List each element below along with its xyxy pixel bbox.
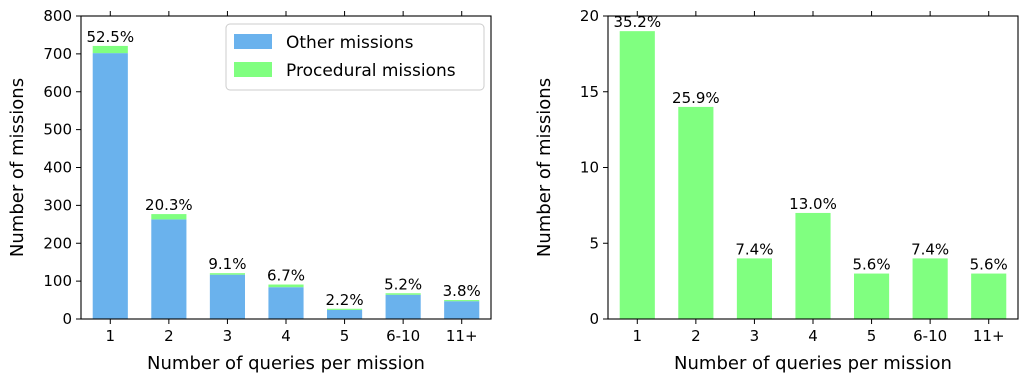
x-tick-label: 11+	[973, 327, 1005, 345]
data-label: 5.2%	[384, 275, 422, 293]
chart-1: 52.5% 20.3% 9.1% 6.7% 2.2% 5.2% 3.8% 1 2 3 4 5 6-10 1…	[7, 7, 492, 374]
y-tick-label: 100	[43, 272, 72, 290]
y-tick-label: 5	[589, 234, 599, 252]
y-tick-label: 800	[43, 7, 72, 25]
x-tick-label: 2	[164, 327, 174, 345]
bar-series-0-11+	[971, 273, 1007, 319]
x-tick-label: 3	[750, 327, 760, 345]
bar-procedural-missions-3	[209, 273, 245, 275]
legend-swatch	[234, 62, 272, 77]
y-tick-label: 15	[580, 83, 599, 101]
data-label: 9.1%	[208, 255, 246, 273]
data-label: 7.4%	[911, 240, 949, 258]
y-tick-label: 300	[43, 196, 72, 214]
legend-swatch	[234, 34, 272, 49]
bar-series-0-3	[736, 258, 772, 319]
bar-procedural-missions-6-10	[385, 293, 421, 295]
data-label: 25.9%	[672, 89, 720, 107]
y-tick-label: 10	[580, 159, 599, 177]
data-label: 2.2%	[326, 291, 364, 309]
data-label: 13.0%	[789, 195, 837, 213]
bar-series-0-2	[678, 106, 714, 320]
bar-other-missions-11+	[444, 301, 480, 319]
y-axis-label: Number of missions	[7, 78, 28, 257]
data-label: 35.2%	[613, 13, 661, 31]
bar-procedural-missions-11+	[444, 300, 480, 302]
y-tick-label: 500	[43, 121, 72, 139]
x-tick-label: 3	[223, 327, 233, 345]
bar-series-0-6-10	[912, 258, 948, 319]
y-tick-label: 0	[589, 310, 599, 328]
data-label: 5.6%	[853, 256, 891, 274]
bar-other-missions-2	[151, 219, 187, 319]
bar-other-missions-5	[327, 309, 363, 319]
bar-procedural-missions-4	[268, 284, 304, 288]
x-tick-label: 5	[340, 327, 350, 345]
y-tick-label: 400	[43, 159, 72, 177]
bar-other-missions-3	[209, 274, 245, 319]
y-tick-label: 600	[43, 83, 72, 101]
bar-series-0-5	[854, 273, 890, 319]
x-axis-label: Number of queries per mission	[674, 353, 952, 374]
x-tick-label: 6-10	[913, 327, 947, 345]
data-label: 7.4%	[735, 240, 773, 258]
y-tick-label: 700	[43, 45, 72, 63]
data-label: 5.6%	[970, 256, 1008, 274]
x-tick-label: 4	[281, 327, 291, 345]
bar-series-0-4	[795, 212, 831, 319]
x-axis-label: Number of queries per mission	[147, 353, 425, 374]
y-tick-label: 200	[43, 234, 72, 252]
y-axis-label: Number of missions	[534, 78, 555, 257]
x-tick-label: 5	[867, 327, 877, 345]
legend: Other missions Procedural missions	[225, 23, 485, 91]
x-tick-label: 1	[106, 327, 116, 345]
bar-procedural-missions-1	[92, 45, 128, 54]
x-tick-label: 2	[691, 327, 701, 345]
bar-procedural-missions-2	[151, 214, 187, 220]
data-label: 52.5%	[86, 28, 134, 46]
data-label: 3.8%	[443, 282, 481, 300]
bar-series-0-1	[619, 31, 655, 320]
data-label: 20.3%	[145, 196, 193, 214]
bar-other-missions-1	[92, 53, 128, 320]
chart-2: 35.2% 25.9% 7.4% 13.0% 5.6% 7.4% 5.6% 1 2 3 4 5 6-10…	[534, 7, 1019, 374]
bar-other-missions-4	[268, 287, 304, 319]
bar-procedural-missions-5	[327, 308, 363, 310]
y-tick-label: 20	[580, 7, 599, 25]
data-label: 6.7%	[267, 267, 305, 285]
legend-label: Other missions	[286, 33, 414, 53]
x-tick-label: 6-10	[386, 327, 420, 345]
x-tick-label: 4	[808, 327, 818, 345]
x-tick-label: 1	[633, 327, 643, 345]
x-tick-label: 11+	[446, 327, 478, 345]
bar-other-missions-6-10	[385, 294, 421, 319]
legend-box	[225, 23, 485, 91]
legend-label: Procedural missions	[286, 61, 456, 81]
y-tick-label: 0	[62, 310, 72, 328]
